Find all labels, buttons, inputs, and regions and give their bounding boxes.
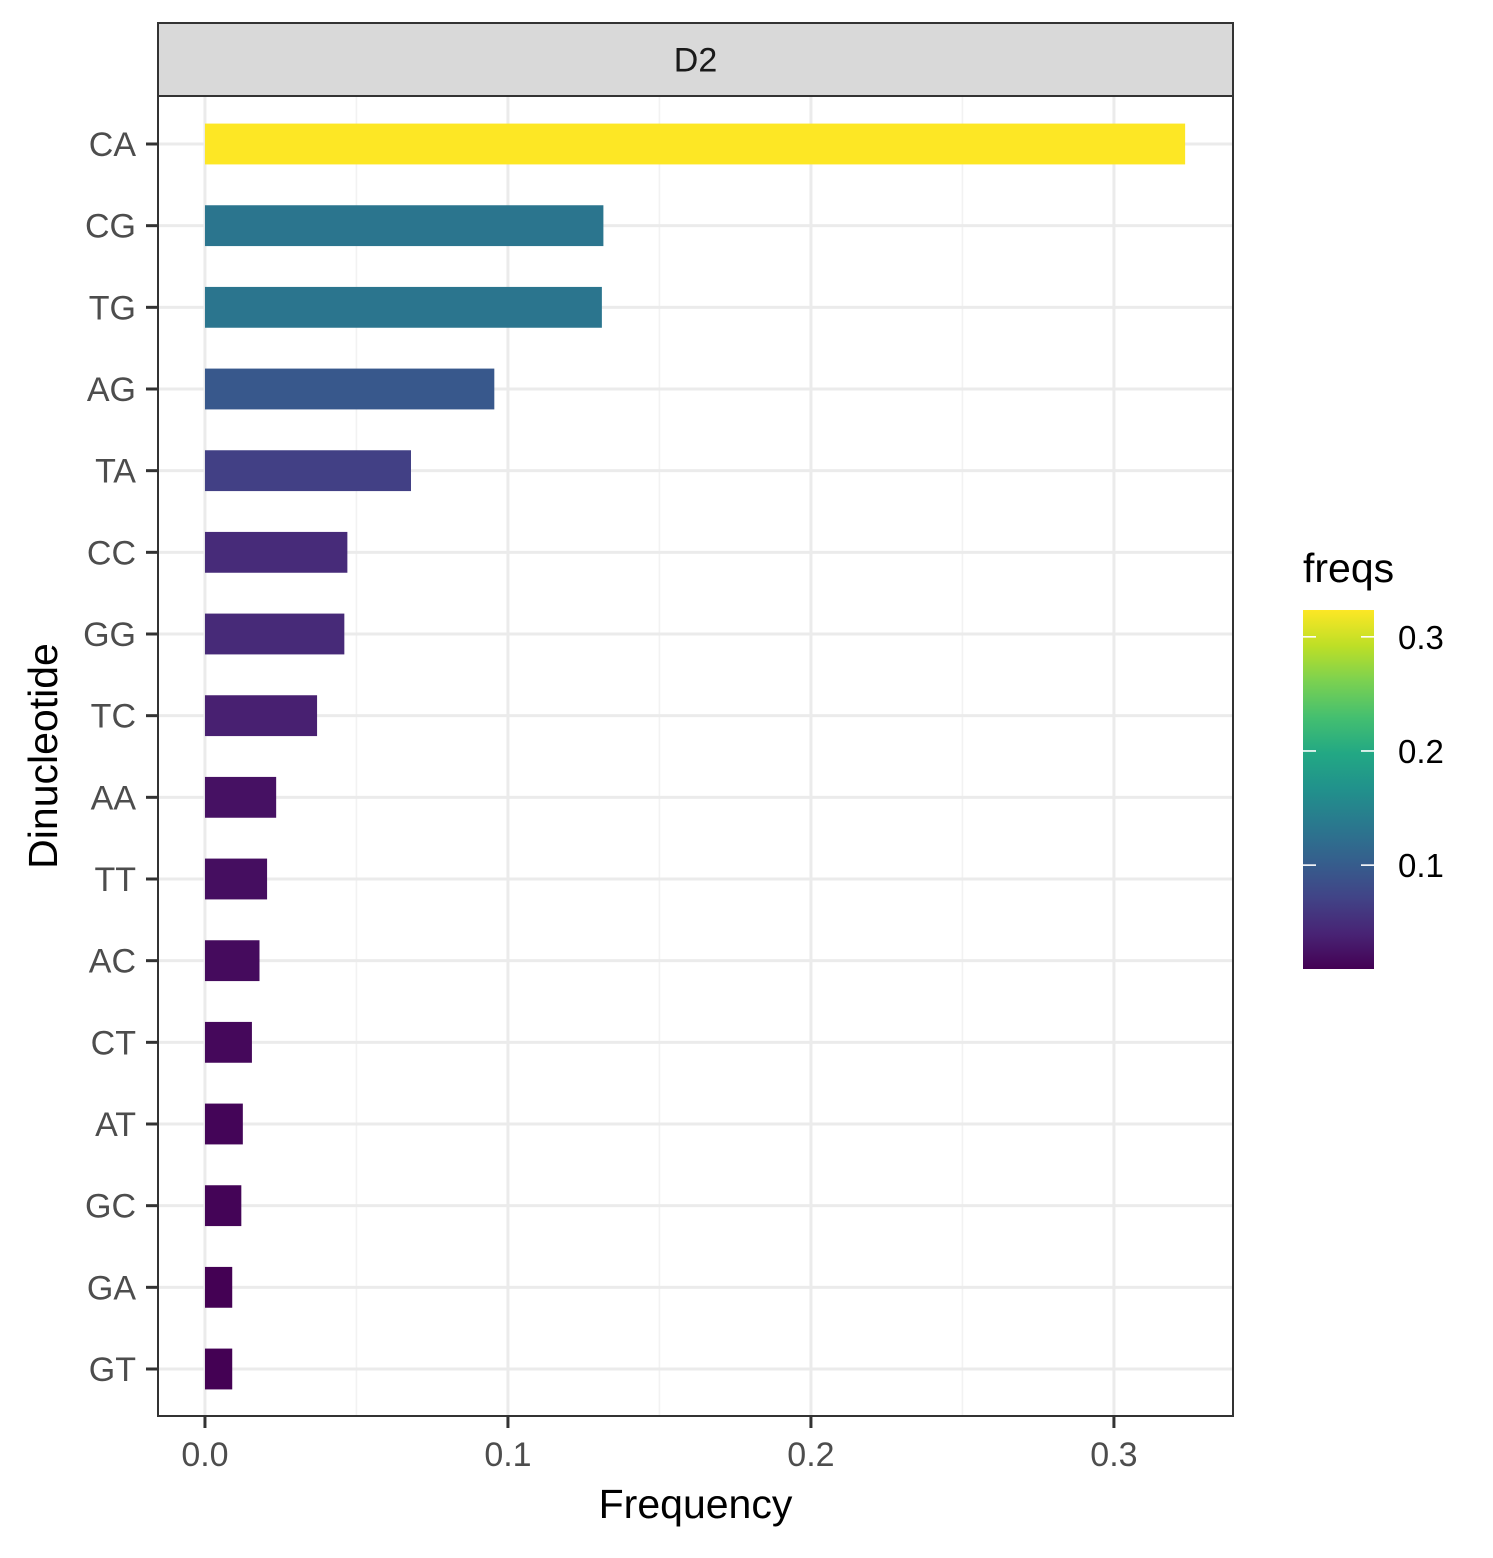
y-tick-label-tc: TC [91,698,136,736]
y-tick-label-gg: GG [83,616,136,654]
y-tick-label-ag: AG [87,371,136,409]
y-tick-label-at: AT [95,1106,136,1144]
x-axis: 0.0 0.1 0.2 0.3 [181,1416,1138,1474]
bar-ca [204,123,1186,165]
x-tick-label: 0.2 [787,1436,834,1474]
bar-gt [204,1348,233,1390]
y-tick-label-gc: GC [85,1188,136,1226]
bar-at [204,1103,243,1145]
legend-tick-label: 0.3 [1398,619,1444,656]
y-tick-label-cc: CC [87,534,136,572]
y-tick-label-ga: GA [87,1269,136,1307]
bar-aa [204,776,277,818]
y-tick-label-ta: TA [95,453,136,491]
bar-tg [204,286,602,328]
y-tick-label-tg: TG [89,289,136,327]
legend-tick-label: 0.2 [1398,733,1444,770]
y-tick-label-gt: GT [89,1351,136,1389]
y-tick-label-ct: CT [91,1024,136,1062]
y-tick-label-ac: AC [89,943,136,981]
x-axis-title: Frequency [599,1481,793,1527]
facet-strip-label: D2 [674,42,717,80]
bar-ta [204,450,411,492]
bar-ga [204,1266,233,1308]
legend-title: freqs [1303,545,1394,591]
x-tick-label: 0.0 [181,1436,228,1474]
bar-tt [204,858,268,900]
y-tick-label-ca: CA [89,126,137,164]
bar-cg [204,205,604,247]
x-tick-label: 0.1 [484,1436,531,1474]
axis-titles: Frequency Dinucleotide [20,643,793,1527]
legend: freqs 0.1 0.2 0.3 [1303,545,1444,969]
facet-strip: D2 [157,22,1234,97]
y-axis-title: Dinucleotide [20,643,66,869]
bar-ct [204,1021,252,1063]
y-tick-label-aa: AA [91,779,137,817]
colorbar [1303,610,1374,969]
y-tick-label-tt: TT [94,861,136,899]
facet-strip-background [157,22,1234,97]
bar-gg [204,613,345,655]
bar-ag [204,368,495,410]
x-tick-label: 0.3 [1090,1436,1137,1474]
bar-ac [204,940,260,982]
bar-tc [204,695,318,737]
bar-gc [204,1185,242,1227]
y-tick-label-cg: CG [85,208,136,246]
bar-cc [204,531,348,573]
legend-tick-label: 0.1 [1398,847,1444,884]
bars [204,123,1186,1390]
y-axis: CA CG TG AG TA CC GG TC AA TT AC CT AT GC GA GT [83,126,158,1389]
